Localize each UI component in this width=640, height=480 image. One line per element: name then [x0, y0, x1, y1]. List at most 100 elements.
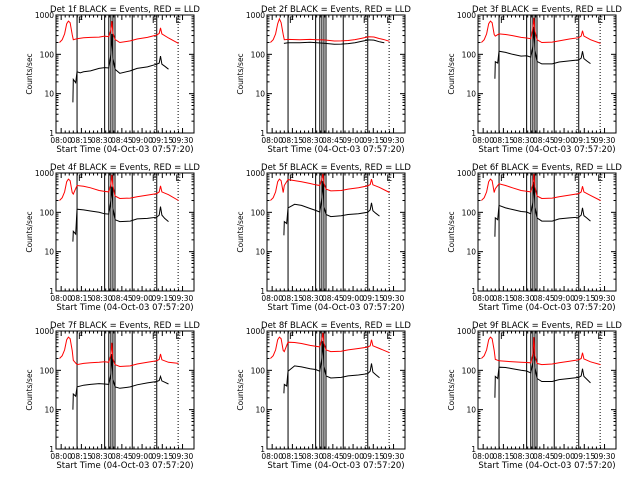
y-tick-label: 10	[466, 406, 476, 415]
marker-letter: F	[500, 16, 505, 26]
y-tick-label: 100	[462, 50, 477, 59]
x-axis-label: Start Time (04-Oct-03 07:57:20)	[478, 461, 615, 471]
y-tick-label: 1	[260, 287, 265, 296]
x-tick-label: 09:00	[553, 294, 575, 303]
y-tick-label: 1	[471, 287, 476, 296]
plot-frame	[55, 172, 195, 292]
y-axis-label: Counts/sec	[236, 53, 245, 94]
plot-frame	[477, 330, 617, 450]
y-tick-label: 1000	[457, 169, 476, 178]
y-tick-label: 100	[251, 50, 266, 59]
y-tick-label: 1000	[246, 327, 265, 336]
events-series-line	[494, 26, 591, 79]
events-series-line	[283, 181, 380, 236]
x-tick-label: 08:00	[261, 136, 283, 145]
lld-series-line	[59, 336, 179, 368]
marker-letter: F	[78, 174, 83, 184]
x-tick-label: 08:15	[282, 136, 304, 145]
x-axis-label: Start Time (04-Oct-03 07:57:20)	[56, 303, 193, 313]
y-tick-label: 1	[260, 445, 265, 454]
panel-title: Det 4f BLACK = Events, RED = LLD	[50, 163, 200, 173]
marker-letter: F	[574, 174, 579, 184]
marker-letter: F	[363, 16, 368, 26]
marker-letter: F	[78, 16, 83, 26]
x-tick-label: 09:15	[151, 452, 173, 461]
y-tick-label: 10	[44, 248, 54, 257]
x-tick-label: 08:45	[111, 452, 133, 461]
lld-series-line	[59, 20, 179, 44]
y-tick-label: 100	[40, 366, 55, 375]
x-tick-label: 08:15	[71, 136, 93, 145]
y-tick-label: 1000	[457, 11, 476, 20]
y-tick-label: 1	[471, 445, 476, 454]
marker-letter: E	[597, 16, 603, 26]
x-axis-label: Start Time (04-Oct-03 07:57:20)	[56, 461, 193, 471]
marker-letter: F	[289, 174, 294, 184]
x-tick-label: 08:45	[533, 136, 555, 145]
y-tick-label: 1000	[246, 11, 265, 20]
panel-title: Det 7f BLACK = Events, RED = LLD	[50, 321, 200, 331]
marker-letter: F	[152, 16, 157, 26]
x-tick-label: 09:15	[573, 136, 595, 145]
plot-frame	[266, 172, 406, 292]
x-tick-label: 08:15	[493, 136, 515, 145]
y-axis-label: Counts/sec	[447, 369, 456, 410]
x-tick-label: 08:00	[50, 136, 72, 145]
x-tick-label: 09:30	[594, 452, 616, 461]
marker-letter: F	[574, 16, 579, 26]
x-axis-label: Start Time (04-Oct-03 07:57:20)	[267, 303, 404, 313]
x-tick-label: 09:00	[342, 136, 364, 145]
x-tick-label: 08:45	[533, 452, 555, 461]
y-tick-label: 1	[49, 445, 54, 454]
events-series-line	[283, 341, 380, 394]
y-tick-label: 10	[44, 406, 54, 415]
y-tick-label: 1	[260, 129, 265, 138]
x-tick-label: 08:00	[261, 452, 283, 461]
y-tick-label: 1000	[35, 327, 54, 336]
marker-letter: E	[386, 332, 392, 342]
x-tick-label: 09:15	[573, 294, 595, 303]
panel-title: Det 5f BLACK = Events, RED = LLD	[261, 163, 411, 173]
x-tick-label: 09:30	[172, 452, 194, 461]
x-tick-label: 08:45	[322, 136, 344, 145]
x-tick-label: 08:15	[282, 294, 304, 303]
x-tick-label: 09:30	[383, 452, 405, 461]
x-tick-label: 08:00	[50, 294, 72, 303]
y-axis-label: Counts/sec	[236, 211, 245, 252]
x-tick-label: 09:15	[362, 294, 384, 303]
x-tick-label: 09:00	[131, 294, 153, 303]
x-axis-label: Start Time (04-Oct-03 07:57:20)	[267, 145, 404, 155]
x-tick-label: 09:15	[362, 452, 384, 461]
y-tick-label: 100	[40, 50, 55, 59]
events-series-line	[72, 353, 169, 410]
marker-letter: F	[152, 332, 157, 342]
x-axis-label: Start Time (04-Oct-03 07:57:20)	[478, 303, 615, 313]
x-tick-label: 08:15	[71, 452, 93, 461]
y-axis-label: Counts/sec	[25, 53, 34, 94]
x-axis-label: Start Time (04-Oct-03 07:57:20)	[478, 145, 615, 155]
panel-title: Det 6f BLACK = Events, RED = LLD	[472, 163, 622, 173]
marker-letter: E	[175, 174, 181, 184]
x-tick-label: 08:30	[302, 452, 324, 461]
x-tick-label: 08:30	[302, 294, 324, 303]
x-tick-label: 09:30	[594, 136, 616, 145]
marker-letter: F	[363, 174, 368, 184]
x-tick-label: 09:15	[362, 136, 384, 145]
x-tick-label: 09:30	[383, 294, 405, 303]
x-tick-label: 09:00	[131, 136, 153, 145]
y-tick-label: 1	[49, 129, 54, 138]
events-series-line	[72, 33, 169, 103]
y-tick-label: 100	[462, 208, 477, 217]
y-tick-label: 1000	[35, 169, 54, 178]
y-tick-label: 10	[466, 248, 476, 257]
y-tick-label: 10	[44, 90, 54, 99]
marker-letter: F	[500, 174, 505, 184]
marker-letter: F	[574, 332, 579, 342]
marker-letter: E	[386, 16, 392, 26]
marker-letter: E	[175, 16, 181, 26]
